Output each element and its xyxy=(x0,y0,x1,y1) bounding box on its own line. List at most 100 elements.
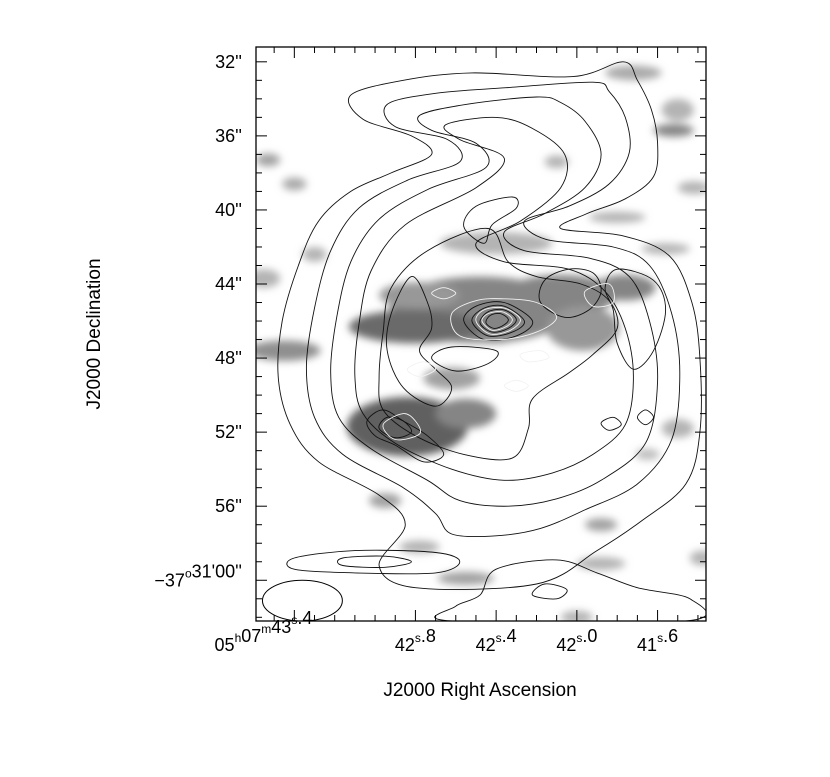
x-tick-label-part: 42 xyxy=(395,635,415,655)
x-tick-label: 42s.8 xyxy=(395,626,436,655)
y-tick-label-part: 56'' xyxy=(215,496,242,516)
contour-white-0 xyxy=(475,306,521,335)
contour-black-11 xyxy=(485,312,509,329)
contour-black-9 xyxy=(378,416,413,439)
contour-black-15 xyxy=(600,416,622,431)
contour-black-6 xyxy=(538,268,602,318)
y-tick-label: 36'' xyxy=(215,126,242,146)
x-tick-label-part: .4 xyxy=(297,608,312,628)
x-tick-label-part: 05 xyxy=(215,635,235,655)
x-tick-label-part: .4 xyxy=(502,626,517,646)
x-tick-label: 42s.0 xyxy=(556,626,597,655)
gray-emission-5 xyxy=(595,274,656,301)
contour-black-4 xyxy=(378,227,619,461)
contour-white-2 xyxy=(450,298,558,341)
x-tick-label-sup: s xyxy=(496,631,502,645)
gray-emission-10 xyxy=(439,232,553,255)
gray-emission-14 xyxy=(282,177,307,191)
contour-black-2 xyxy=(330,96,659,507)
contour-layer xyxy=(277,61,706,621)
gray-emission-11 xyxy=(256,340,321,361)
gray-emission-20 xyxy=(588,211,646,223)
x-tick-label-part: 43 xyxy=(271,617,291,637)
x-tick-label-part: 42 xyxy=(556,635,576,655)
y-tick-label-part: 31'00'' xyxy=(192,561,242,581)
contour-white-3 xyxy=(382,413,422,441)
x-tick-label-part: 42 xyxy=(476,635,496,655)
x-tick-label-sup: m xyxy=(261,622,271,636)
y-tick-label-part: 48'' xyxy=(215,348,242,368)
contour-black-5 xyxy=(385,276,453,407)
x-axis-title: J2000 Right Ascension xyxy=(383,680,576,701)
y-tick-label-part: 44'' xyxy=(215,274,242,294)
y-tick-label-part: −37 xyxy=(154,570,185,590)
gray-emission-3 xyxy=(379,282,460,309)
y-tick-label-sup: o xyxy=(185,566,192,580)
gray-emission-9 xyxy=(423,367,480,390)
x-tick-label-part: .8 xyxy=(421,626,436,646)
gray-emission-17 xyxy=(661,98,694,122)
y-tick-label-part: 40'' xyxy=(215,200,242,220)
y-tick-label: 40'' xyxy=(215,200,242,220)
gray-emission-19 xyxy=(677,181,706,195)
contour-white-1 xyxy=(481,311,513,331)
y-tick-labels: 32'' 36'' 40'' 44'' 48'' 52'' 56'' −37o31'00'' xyxy=(154,52,242,590)
gray-emission-13 xyxy=(256,153,281,167)
x-tick-label: 42s.4 xyxy=(476,626,517,655)
contour-black-20 xyxy=(531,583,568,600)
x-tick-label-sup: s xyxy=(415,631,421,645)
gray-emission-6 xyxy=(546,306,620,351)
gray-emission-22 xyxy=(544,155,569,169)
x-tick-label-part: 41 xyxy=(637,635,657,655)
contour-black-17 xyxy=(286,549,461,575)
contour-black-21 xyxy=(463,196,519,244)
x-tick-label-sup: s xyxy=(291,613,297,627)
contour-black-8 xyxy=(366,409,445,463)
contour-black-7 xyxy=(604,268,667,370)
contour-white-5 xyxy=(583,283,615,308)
gray-emission-25 xyxy=(437,571,495,585)
x-tick-label: 05h07m43s.4 xyxy=(215,608,313,655)
contour-black-12 xyxy=(471,304,525,337)
y-tick-label: 32'' xyxy=(215,52,242,72)
x-tick-label-part: .6 xyxy=(663,626,678,646)
x-tick-label-sup: s xyxy=(657,631,663,645)
contour-white-4 xyxy=(406,361,437,378)
y-tick-label: 44'' xyxy=(215,274,242,294)
contour-black-1 xyxy=(305,81,681,538)
x-tick-label-sup: s xyxy=(576,631,582,645)
contour-white-8 xyxy=(503,379,529,392)
contour-black-14 xyxy=(431,346,499,372)
x-tick-label: 41s.6 xyxy=(637,626,678,655)
contour-black-3 xyxy=(354,116,634,481)
x-tick-label-part: .0 xyxy=(582,626,597,646)
y-axis-title: J2000 Declination xyxy=(84,258,105,409)
gray-emission-29 xyxy=(661,419,694,438)
gray-emission-16 xyxy=(605,65,662,81)
gray-emission-26 xyxy=(576,557,626,571)
y-tick-label: 48'' xyxy=(215,348,242,368)
gray-emission-27 xyxy=(584,518,618,532)
gray-emission-12 xyxy=(256,269,281,288)
plot-frame xyxy=(255,46,707,622)
gray-emission-30 xyxy=(635,448,660,460)
contour-black-16 xyxy=(636,409,654,426)
contour-black-18 xyxy=(337,555,412,568)
y-tick-label-part: 36'' xyxy=(215,126,242,146)
gray-emission-8 xyxy=(435,398,497,429)
gray-emission-2 xyxy=(348,309,483,344)
gray-emission-24 xyxy=(399,540,440,554)
contour-white-6 xyxy=(431,287,457,300)
y-tick-label: 52'' xyxy=(215,422,242,442)
contour-white-7 xyxy=(519,350,550,363)
ticks xyxy=(256,47,706,621)
y-tick-label-part: 32'' xyxy=(215,52,242,72)
y-tick-label-part: 52'' xyxy=(215,422,242,442)
y-tick-label: 56'' xyxy=(215,496,242,516)
gray-emission-18 xyxy=(653,123,694,137)
y-tick-label: −37o31'00'' xyxy=(154,561,242,590)
gray-emission-4 xyxy=(504,274,618,316)
x-tick-label-part: 07 xyxy=(241,626,261,646)
